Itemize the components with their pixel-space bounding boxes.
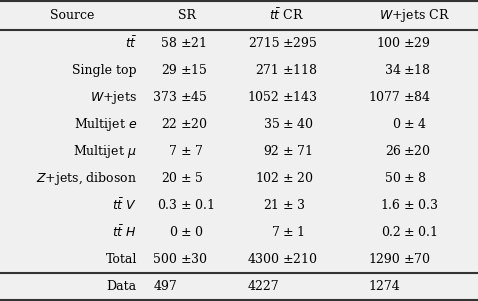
Text: $\pm$20: $\pm$20 <box>403 144 431 158</box>
Text: $\pm$ 0: $\pm$ 0 <box>180 225 203 239</box>
Text: 0: 0 <box>392 118 401 131</box>
Text: $W$+jets: $W$+jets <box>90 89 137 106</box>
Text: $t\bar{t}$ CR: $t\bar{t}$ CR <box>269 8 304 23</box>
Text: Single top: Single top <box>72 64 137 77</box>
Text: 1077: 1077 <box>369 91 401 104</box>
Text: Data: Data <box>107 280 137 293</box>
Text: $\pm$21: $\pm$21 <box>180 36 206 50</box>
Text: 92: 92 <box>264 145 280 158</box>
Text: $t\bar{t}$: $t\bar{t}$ <box>125 36 137 51</box>
Text: $t\bar{t}$ $V$: $t\bar{t}$ $V$ <box>112 197 137 213</box>
Text: $\pm$295: $\pm$295 <box>282 36 317 50</box>
Text: $\pm$ 5: $\pm$ 5 <box>180 171 203 185</box>
Text: $\pm$20: $\pm$20 <box>180 117 207 131</box>
Text: 271: 271 <box>256 64 280 77</box>
Text: $\pm$45: $\pm$45 <box>180 90 207 104</box>
Text: Multijet $e$: Multijet $e$ <box>74 116 137 133</box>
Text: Total: Total <box>106 253 137 266</box>
Text: 4300: 4300 <box>248 253 280 266</box>
Text: 7: 7 <box>272 226 280 239</box>
Text: $W$+jets CR: $W$+jets CR <box>380 7 450 24</box>
Text: $\pm$18: $\pm$18 <box>403 63 431 77</box>
Text: $\pm$ 20: $\pm$ 20 <box>282 171 314 185</box>
Text: $\pm$ 71: $\pm$ 71 <box>282 144 313 158</box>
Text: 1274: 1274 <box>369 280 401 293</box>
Text: $\pm$ 0.1: $\pm$ 0.1 <box>180 198 214 212</box>
Text: 20: 20 <box>162 172 177 185</box>
Text: $\pm$ 4: $\pm$ 4 <box>403 117 427 131</box>
Text: 497: 497 <box>153 280 177 293</box>
Text: $\pm$ 8: $\pm$ 8 <box>403 171 426 185</box>
Text: 26: 26 <box>385 145 401 158</box>
Text: 58: 58 <box>162 37 177 50</box>
Text: Source: Source <box>51 9 95 22</box>
Text: 1.6: 1.6 <box>380 199 401 212</box>
Text: $\pm$ 0.1: $\pm$ 0.1 <box>403 225 437 239</box>
Text: 1052: 1052 <box>248 91 280 104</box>
Text: 35: 35 <box>263 118 280 131</box>
Text: 21: 21 <box>263 199 280 212</box>
Text: $\pm$30: $\pm$30 <box>180 252 207 266</box>
Text: 102: 102 <box>256 172 280 185</box>
Text: 0.3: 0.3 <box>157 199 177 212</box>
Text: 1290: 1290 <box>369 253 401 266</box>
Text: $\pm$15: $\pm$15 <box>180 63 207 77</box>
Text: $\pm$210: $\pm$210 <box>282 252 317 266</box>
Text: 4227: 4227 <box>248 280 280 293</box>
Text: 7: 7 <box>169 145 177 158</box>
Text: 500: 500 <box>153 253 177 266</box>
Text: 34: 34 <box>385 64 401 77</box>
Text: $\pm$70: $\pm$70 <box>403 252 431 266</box>
Text: Multijet $\mu$: Multijet $\mu$ <box>73 143 137 160</box>
Text: 29: 29 <box>162 64 177 77</box>
Text: 0.2: 0.2 <box>381 226 401 239</box>
Text: $\pm$ 40: $\pm$ 40 <box>282 117 314 131</box>
Text: $\pm$ 7: $\pm$ 7 <box>180 144 203 158</box>
Text: 373: 373 <box>153 91 177 104</box>
Text: $Z$+jets, diboson: $Z$+jets, diboson <box>36 170 137 187</box>
Text: 22: 22 <box>162 118 177 131</box>
Text: 2715: 2715 <box>248 37 280 50</box>
Text: $\pm$ 3: $\pm$ 3 <box>282 198 305 212</box>
Text: $\pm$84: $\pm$84 <box>403 90 431 104</box>
Text: $t\bar{t}$ $H$: $t\bar{t}$ $H$ <box>112 225 137 240</box>
Text: $\pm$ 0.3: $\pm$ 0.3 <box>403 198 438 212</box>
Text: SR: SR <box>178 9 196 22</box>
Text: 50: 50 <box>385 172 401 185</box>
Text: $\pm$143: $\pm$143 <box>282 90 317 104</box>
Text: 0: 0 <box>169 226 177 239</box>
Text: $\pm$29: $\pm$29 <box>403 36 430 50</box>
Text: $\pm$118: $\pm$118 <box>282 63 317 77</box>
Text: 100: 100 <box>377 37 401 50</box>
Text: $\pm$ 1: $\pm$ 1 <box>282 225 304 239</box>
